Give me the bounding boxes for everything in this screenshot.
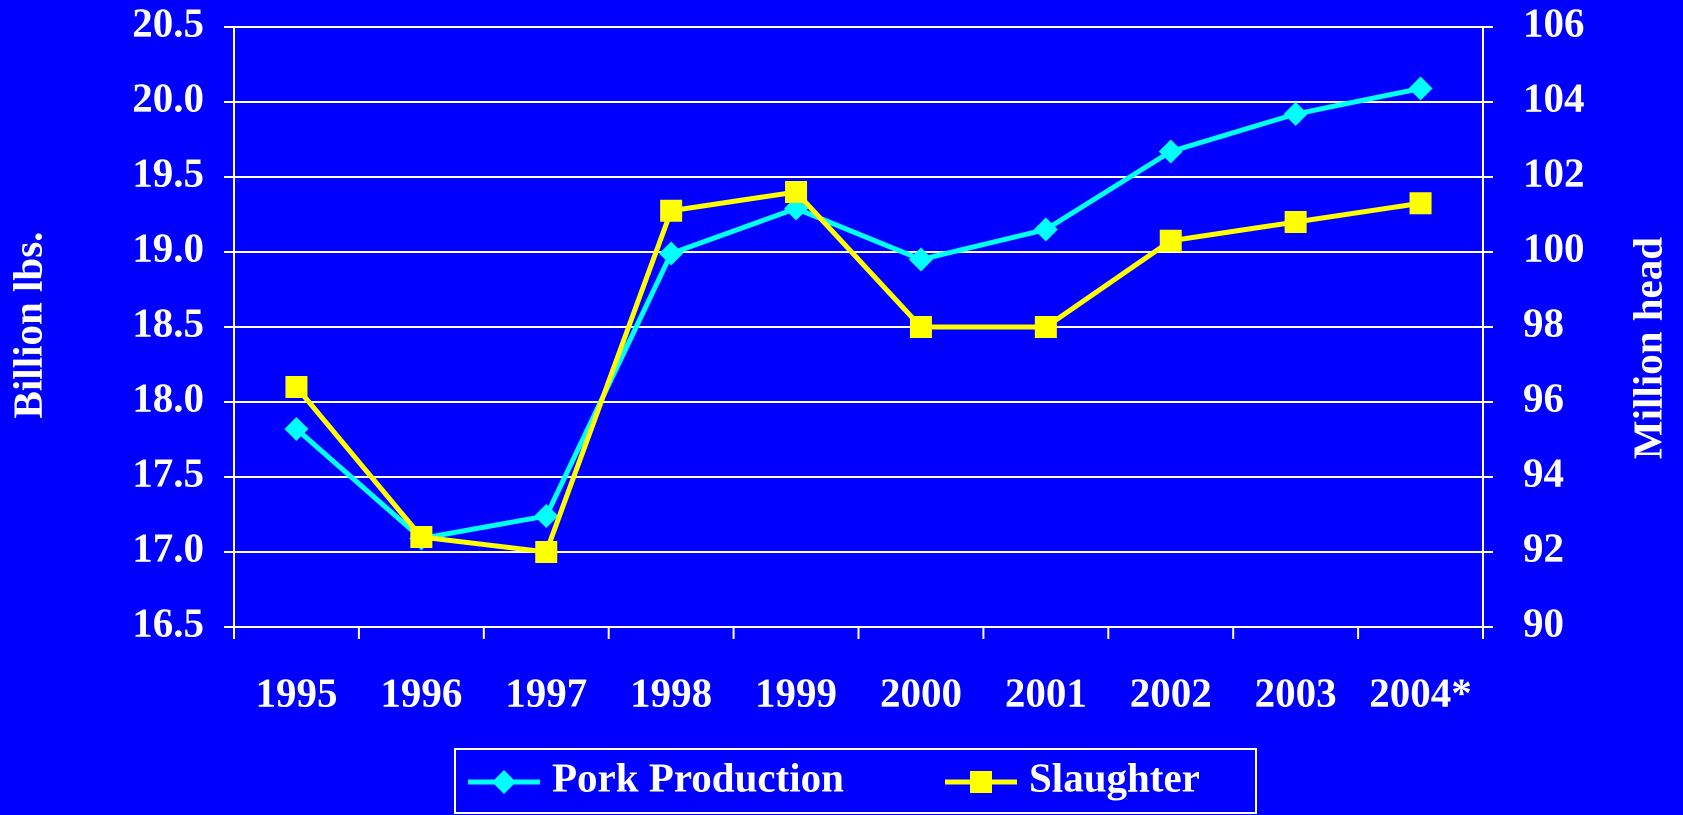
y2-tick-label: 102 <box>1523 149 1585 195</box>
x-tick-label: 1997 <box>505 669 587 715</box>
x-tick-label: 2002 <box>1130 669 1212 715</box>
y-tick-label: 16.5 <box>132 599 204 645</box>
x-tick-label: 2003 <box>1255 669 1337 715</box>
y-tick-label: 20.0 <box>132 74 204 120</box>
legend-box <box>454 748 1257 814</box>
x-tick-label: 2000 <box>880 669 962 715</box>
x-tick-label: 1999 <box>755 669 837 715</box>
data-point <box>284 417 309 441</box>
data-point <box>1033 217 1058 242</box>
data-point <box>534 504 559 528</box>
data-point <box>1158 139 1183 164</box>
y-axis-title: Billion lbs. <box>4 232 50 419</box>
data-point <box>660 199 683 222</box>
y-tick-label: 18.5 <box>132 299 204 345</box>
legend-marker <box>492 770 516 794</box>
data-point <box>908 247 933 272</box>
series-line <box>294 86 1422 542</box>
x-tick-label: 1995 <box>255 669 337 715</box>
y-tick-label: 20.5 <box>132 0 204 45</box>
data-point <box>1159 229 1182 252</box>
y2-tick-label: 104 <box>1523 74 1585 120</box>
y-tick-label: 19.0 <box>132 224 204 270</box>
y-tick-label: 19.5 <box>132 149 204 195</box>
legend-label: Pork Production <box>552 754 844 800</box>
data-point <box>1284 211 1307 233</box>
data-point <box>1283 102 1308 126</box>
x-tick-label: 1996 <box>380 669 462 715</box>
data-point <box>909 316 932 338</box>
x-tick-label: 1998 <box>630 669 712 715</box>
data-point <box>1408 76 1433 101</box>
y2-axis-title: Million head <box>1624 237 1670 459</box>
y2-tick-label: 96 <box>1523 374 1564 420</box>
data-point <box>785 181 808 203</box>
y-tick-label: 17.5 <box>132 449 204 495</box>
data-point <box>659 241 684 266</box>
data-point <box>535 541 558 563</box>
y-tick-label: 18.0 <box>132 374 204 420</box>
y2-tick-label: 98 <box>1523 299 1564 345</box>
data-point <box>410 526 433 548</box>
data-point <box>1409 192 1432 215</box>
x-tick-label: 2004* <box>1369 669 1472 715</box>
y2-tick-label: 100 <box>1523 224 1585 270</box>
data-point <box>285 376 308 398</box>
y2-tick-label: 106 <box>1523 0 1585 45</box>
legend-marker <box>970 771 992 793</box>
y2-tick-label: 94 <box>1523 449 1564 495</box>
y-tick-label: 17.0 <box>132 524 204 570</box>
y2-tick-label: 90 <box>1523 599 1564 645</box>
series-line <box>294 189 1421 555</box>
y2-tick-label: 92 <box>1523 524 1564 570</box>
x-tick-label: 2001 <box>1005 669 1087 715</box>
data-point <box>1034 316 1057 338</box>
legend-label: Slaughter <box>1029 754 1200 800</box>
